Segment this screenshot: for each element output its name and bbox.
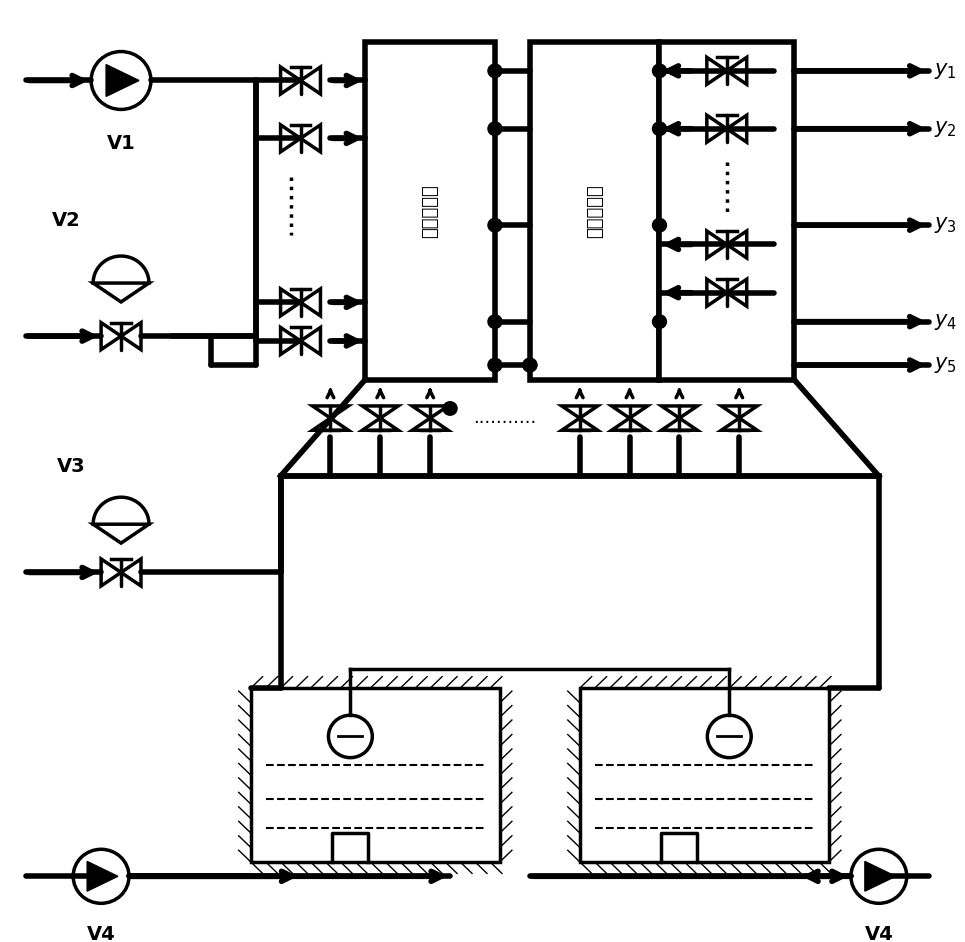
Circle shape (488, 358, 502, 372)
Polygon shape (412, 418, 448, 430)
Polygon shape (661, 418, 698, 430)
Circle shape (523, 358, 537, 372)
Text: V2: V2 (52, 211, 80, 230)
Polygon shape (106, 65, 139, 96)
Polygon shape (101, 322, 121, 349)
Polygon shape (865, 861, 896, 891)
Polygon shape (661, 406, 698, 418)
Bar (580, 689, 829, 862)
Text: 右侧燃烧带: 右侧燃烧带 (586, 184, 604, 237)
Polygon shape (727, 231, 747, 258)
Circle shape (443, 401, 457, 415)
Polygon shape (706, 231, 727, 258)
Polygon shape (121, 559, 141, 586)
Polygon shape (727, 115, 747, 142)
Polygon shape (412, 406, 448, 418)
Text: $y_1$: $y_1$ (934, 61, 956, 81)
Text: $y_4$: $y_4$ (934, 312, 957, 332)
Text: V4: V4 (87, 924, 116, 942)
Circle shape (328, 715, 372, 757)
Text: $y_2$: $y_2$ (934, 119, 956, 138)
Polygon shape (281, 328, 300, 354)
Bar (366, 41, 495, 380)
Circle shape (488, 315, 502, 329)
Polygon shape (727, 279, 747, 306)
Polygon shape (727, 57, 747, 85)
Circle shape (652, 315, 667, 329)
Polygon shape (612, 406, 648, 418)
Bar (659, 41, 794, 380)
Circle shape (488, 64, 502, 77)
Circle shape (652, 219, 667, 232)
Polygon shape (281, 125, 300, 152)
Polygon shape (362, 418, 399, 430)
Polygon shape (562, 418, 597, 430)
Polygon shape (362, 406, 399, 418)
Polygon shape (93, 524, 149, 544)
Polygon shape (300, 67, 320, 94)
Polygon shape (562, 406, 597, 418)
Polygon shape (87, 861, 118, 891)
Polygon shape (706, 57, 727, 85)
Polygon shape (313, 418, 348, 430)
Bar (251, 689, 500, 862)
Circle shape (523, 358, 537, 372)
Polygon shape (706, 115, 727, 142)
Circle shape (91, 52, 151, 109)
Text: 左侧燃烧带: 左侧燃烧带 (421, 184, 439, 237)
Polygon shape (721, 418, 758, 430)
Polygon shape (101, 559, 121, 586)
Polygon shape (300, 289, 320, 316)
Polygon shape (121, 322, 141, 349)
Text: V1: V1 (107, 134, 135, 153)
Circle shape (488, 122, 502, 136)
Circle shape (851, 850, 907, 903)
Circle shape (73, 850, 129, 903)
Polygon shape (313, 406, 348, 418)
Text: $y_3$: $y_3$ (934, 215, 956, 236)
Circle shape (707, 715, 751, 757)
Circle shape (652, 122, 667, 136)
Text: ...........: ........... (473, 409, 537, 427)
Polygon shape (281, 67, 300, 94)
Polygon shape (612, 418, 648, 430)
Polygon shape (721, 406, 758, 418)
Circle shape (652, 64, 667, 77)
Bar (530, 41, 659, 380)
Polygon shape (300, 125, 320, 152)
Text: $y_5$: $y_5$ (934, 355, 956, 375)
Polygon shape (281, 289, 300, 316)
Circle shape (488, 219, 502, 232)
Polygon shape (93, 283, 149, 302)
Text: V3: V3 (57, 457, 86, 476)
Text: V4: V4 (865, 924, 894, 942)
Polygon shape (300, 328, 320, 354)
Polygon shape (706, 279, 727, 306)
